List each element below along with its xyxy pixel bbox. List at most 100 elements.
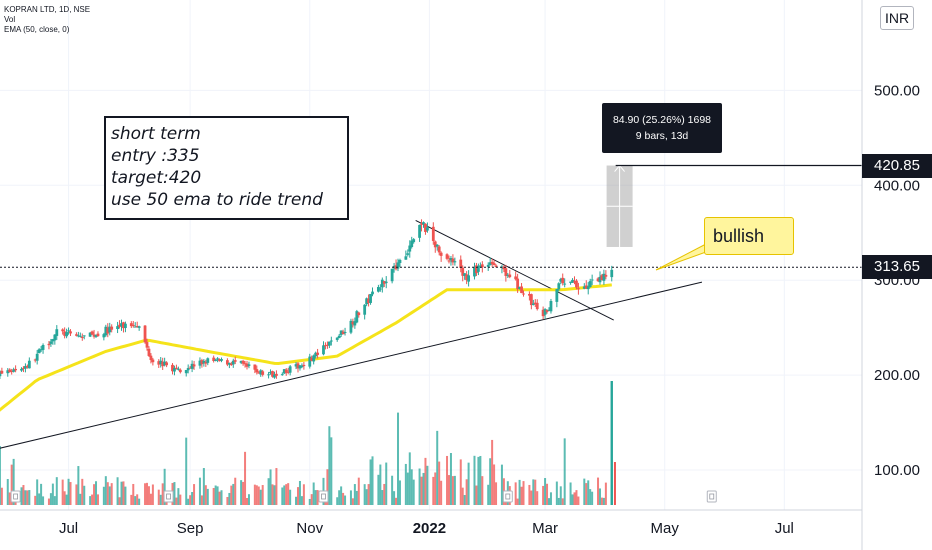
candle-66 xyxy=(175,367,178,369)
candle-190 xyxy=(516,278,520,290)
volume-bar-200 xyxy=(544,478,547,505)
candle-192 xyxy=(520,286,523,294)
candle-111 xyxy=(298,365,302,369)
volume-bar-132 xyxy=(355,490,358,505)
candle-91 xyxy=(243,363,247,365)
callout-pointer xyxy=(655,243,707,271)
earnings-marker-1 xyxy=(163,490,174,503)
volume-bar-143 xyxy=(385,462,388,505)
candle-175 xyxy=(475,265,478,274)
candle-78 xyxy=(206,358,210,363)
volume-bar-214 xyxy=(583,478,586,505)
volume-bar-212 xyxy=(575,490,578,505)
volume-bar-50 xyxy=(132,483,135,505)
volume-bar-161 xyxy=(436,430,439,505)
candle-9 xyxy=(20,368,23,371)
volume-bar-140 xyxy=(379,464,382,505)
candle-121 xyxy=(326,344,329,346)
callout-tail xyxy=(655,243,707,271)
volume-bar-183 xyxy=(495,482,498,505)
candle-37 xyxy=(94,334,98,337)
candle-31 xyxy=(78,335,82,337)
price-tag-target: 420.85 xyxy=(862,153,932,178)
volume-bar-102 xyxy=(273,485,276,505)
currency-button[interactable]: INR xyxy=(880,6,914,30)
candle-200 xyxy=(543,309,547,315)
volume-bar-86 xyxy=(230,485,233,505)
candle-189 xyxy=(514,276,518,280)
volume-bar-36 xyxy=(93,484,96,505)
candle-171 xyxy=(463,273,467,276)
volume-bar-197 xyxy=(534,479,537,505)
volume-bar-216 xyxy=(587,480,590,505)
volume-bar-71 xyxy=(189,495,192,505)
volume-bar-202 xyxy=(548,498,551,505)
candle-185 xyxy=(502,266,506,270)
candle-26 xyxy=(65,332,68,337)
volume-bar-192 xyxy=(520,486,523,505)
volume-bar-90 xyxy=(242,481,245,505)
volume-bar-159 xyxy=(432,476,435,505)
volume-bar-107 xyxy=(287,483,290,505)
y-tick-4: 100.00 xyxy=(874,462,920,479)
volume-bar-223 xyxy=(604,482,607,505)
candle-39 xyxy=(102,334,106,338)
y-tick-0: 500.00 xyxy=(874,82,920,99)
candle-102 xyxy=(273,374,276,378)
volume-bar-217 xyxy=(589,489,592,505)
legend-ema: EMA (50, close, 0) xyxy=(4,25,70,34)
candle-60 xyxy=(159,360,163,365)
volume-bar-69 xyxy=(185,437,188,505)
candle-154 xyxy=(418,224,421,238)
note-line-3: target:420 xyxy=(111,168,202,188)
callout-bullish[interactable]: bullish xyxy=(704,217,794,255)
candle-131 xyxy=(353,321,357,326)
volume-bar-82 xyxy=(218,491,221,505)
candle-159 xyxy=(431,226,435,241)
volume-bar-73 xyxy=(193,484,196,505)
volume-bar-222 xyxy=(602,497,605,505)
candle-58 xyxy=(151,359,155,363)
volume-bar-2 xyxy=(0,446,1,505)
volume-bar-114 xyxy=(308,498,311,505)
volume-bar-181 xyxy=(491,439,494,505)
volume-bar-149 xyxy=(404,463,407,505)
volume-bar-last xyxy=(613,462,616,505)
candle-99 xyxy=(267,374,270,376)
text-note-box[interactable]: short term entry :335 target:420 use 50 … xyxy=(104,116,349,220)
trendline-0 xyxy=(0,281,703,449)
candle-210 xyxy=(571,279,574,283)
candle-199 xyxy=(541,309,545,317)
candle-97 xyxy=(259,370,263,375)
candle-51 xyxy=(133,326,137,328)
candle-109 xyxy=(294,364,298,367)
candle-20 xyxy=(49,341,53,344)
candle-224 xyxy=(610,269,614,278)
volume-bar-67 xyxy=(177,488,180,505)
candle-208 xyxy=(563,283,567,285)
volume-bar-177 xyxy=(479,455,482,505)
volume-bar-207 xyxy=(561,498,564,505)
earnings-marker-glyph-0 xyxy=(13,493,19,500)
volume-bar-11 xyxy=(24,490,27,505)
volume-bar-173 xyxy=(467,462,470,505)
event-markers xyxy=(10,490,717,503)
volume-bar-72 xyxy=(191,492,194,505)
x-tick-3: 2022 xyxy=(413,520,446,537)
candle-64 xyxy=(171,364,174,372)
candle-179 xyxy=(486,264,490,267)
candle-147 xyxy=(396,262,400,269)
volume-bar-182 xyxy=(493,464,496,505)
candle-134 xyxy=(363,304,367,315)
candle-220 xyxy=(598,276,602,283)
candle-215 xyxy=(584,285,588,289)
volume-bar-151 xyxy=(408,452,411,505)
y-tick-1: 400.00 xyxy=(874,177,920,194)
candle-77 xyxy=(204,362,208,364)
volume-bar-76 xyxy=(202,468,205,505)
candle-16 xyxy=(37,349,41,354)
note-line-2: entry :335 xyxy=(111,146,200,166)
candle-112 xyxy=(300,365,304,367)
volume-bar-115 xyxy=(310,494,313,505)
